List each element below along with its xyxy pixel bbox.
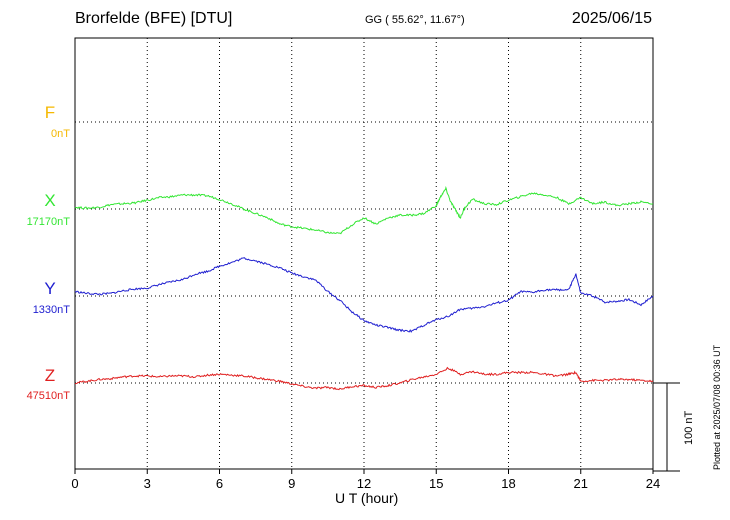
x-tick-label: 12 bbox=[357, 476, 371, 491]
station-title: Brorfelde (BFE) [DTU] bbox=[75, 10, 233, 27]
series-name-x: X bbox=[44, 191, 56, 210]
series-name-z: Z bbox=[44, 366, 56, 385]
series-line-x bbox=[74, 185, 654, 235]
series-name-f: F bbox=[44, 103, 56, 122]
x-tick-label: 3 bbox=[144, 476, 151, 491]
coordinates-label: GG ( 55.62°, 11.67°) bbox=[365, 14, 465, 26]
series-baseline-f: 0nT bbox=[51, 128, 70, 140]
scale-bar-label: 100 nT bbox=[683, 410, 695, 445]
series-baseline-x: 17170nT bbox=[26, 216, 70, 228]
x-axis-label: U T (hour) bbox=[335, 490, 399, 506]
x-tick-label: 18 bbox=[501, 476, 515, 491]
series-lines bbox=[74, 185, 654, 391]
grid-lines bbox=[75, 38, 653, 469]
x-tick-label: 9 bbox=[288, 476, 295, 491]
series-baseline-y: 1330nT bbox=[32, 304, 70, 316]
x-tick-label: 24 bbox=[646, 476, 660, 491]
date-label: 2025/06/15 bbox=[571, 10, 652, 27]
series-line-y bbox=[74, 257, 654, 333]
series-line-z bbox=[74, 366, 654, 391]
x-tick-label: 15 bbox=[429, 476, 443, 491]
series-name-y: Y bbox=[44, 279, 56, 298]
scale-bar bbox=[653, 382, 680, 472]
plotted-timestamp: Plotted at 2025/07/08 00:36 UT bbox=[712, 344, 722, 470]
series-baseline-z: 47510nT bbox=[26, 390, 70, 402]
x-ticks: 0 3 6 9 12 15 18 21 24 bbox=[71, 469, 660, 491]
x-tick-label: 21 bbox=[574, 476, 588, 491]
x-tick-label: 0 bbox=[71, 476, 78, 491]
x-tick-label: 6 bbox=[216, 476, 223, 491]
